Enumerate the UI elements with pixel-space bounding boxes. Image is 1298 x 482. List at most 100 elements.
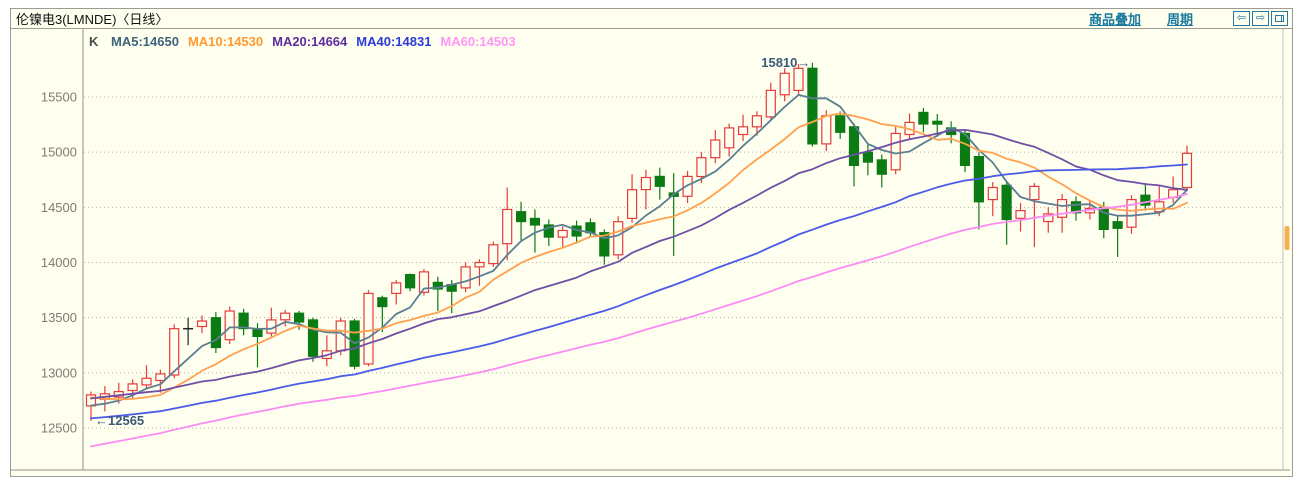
scroll-right-button[interactable]: ⇨ xyxy=(1252,11,1269,26)
candle-body xyxy=(1043,213,1054,223)
candle xyxy=(1043,207,1054,233)
candle xyxy=(1154,185,1165,217)
candle-body xyxy=(765,89,776,118)
instrument-title: 伦镍电3(LMNDE)〈日线〉 xyxy=(16,12,169,27)
candle-body xyxy=(418,271,430,293)
candle xyxy=(1070,196,1082,221)
scrollbar-thumb[interactable] xyxy=(1284,226,1290,250)
candle xyxy=(862,143,874,176)
candle xyxy=(516,201,527,241)
candle xyxy=(779,68,790,102)
y-axis-label: 13500 xyxy=(41,310,77,325)
candle-body xyxy=(127,383,138,392)
candle-body xyxy=(710,139,721,159)
candle-body xyxy=(876,159,887,175)
candle-body xyxy=(280,312,291,321)
candle-body xyxy=(724,127,735,149)
candle xyxy=(474,259,485,286)
candle xyxy=(654,167,665,200)
nav-buttons: ⇦ ⇨ xyxy=(1231,11,1288,26)
candle-body xyxy=(1112,221,1123,229)
candle xyxy=(835,111,846,139)
candle-body xyxy=(294,312,305,323)
ma60-line xyxy=(90,193,1188,448)
candle xyxy=(418,269,430,296)
candle xyxy=(876,154,887,188)
chart-area: 15500 15000 14500 14000 13500 13000 12500 15810… xyxy=(11,29,1292,476)
arrow-left-icon: ⇦ xyxy=(1236,12,1247,24)
candle-body xyxy=(654,175,665,187)
period-link[interactable]: 周期 xyxy=(1166,12,1193,27)
candle xyxy=(1126,195,1137,234)
candle xyxy=(460,262,471,293)
y-axis-label: 14000 xyxy=(41,255,77,270)
split-view-icon xyxy=(1275,15,1284,22)
candle xyxy=(987,182,998,217)
candle xyxy=(918,108,929,133)
candle-body xyxy=(460,266,471,289)
candlestick-chart[interactable]: 15500 15000 14500 14000 13500 13000 12500 15810… xyxy=(11,29,1292,476)
candle xyxy=(793,63,804,95)
candle xyxy=(1112,216,1123,257)
candle xyxy=(391,280,402,305)
split-view-button[interactable] xyxy=(1271,11,1288,26)
candle xyxy=(807,62,818,147)
ma40-line xyxy=(90,163,1188,420)
candle xyxy=(363,290,374,367)
candle xyxy=(1181,145,1193,191)
candle-body xyxy=(987,186,998,201)
commodity-overlay-link[interactable]: 商品叠加 xyxy=(1088,12,1141,27)
candle-body xyxy=(1070,201,1082,214)
candle xyxy=(377,295,388,332)
candle-body xyxy=(252,328,263,338)
candle xyxy=(751,111,763,136)
candle-body xyxy=(210,317,221,349)
candle-body xyxy=(1001,184,1012,221)
candle xyxy=(724,123,735,157)
candle-body xyxy=(307,319,319,357)
y-axis-label: 12500 xyxy=(41,420,77,435)
candle-body xyxy=(793,67,804,91)
candle-body xyxy=(1056,199,1068,218)
candle-body xyxy=(405,274,416,289)
candle xyxy=(432,276,443,311)
candle-body xyxy=(363,292,374,365)
candle-body xyxy=(737,126,749,136)
candle xyxy=(321,335,332,367)
y-axis-label: 13000 xyxy=(41,365,77,380)
candle xyxy=(183,317,194,346)
ma5-line xyxy=(90,94,1188,407)
y-axis-label: 14500 xyxy=(41,200,77,215)
candle-body xyxy=(862,151,874,163)
candle-body xyxy=(432,281,443,290)
candle-body xyxy=(751,115,763,128)
candle-body xyxy=(377,297,388,308)
candle xyxy=(1001,180,1012,245)
candle xyxy=(737,114,749,142)
candle-body xyxy=(1140,194,1151,206)
candle xyxy=(543,219,554,246)
candle xyxy=(307,317,319,362)
candle xyxy=(626,174,638,223)
candle xyxy=(141,365,152,390)
candle-body xyxy=(474,261,485,268)
candle-body xyxy=(502,208,513,245)
candle-body xyxy=(835,115,846,133)
scroll-left-button[interactable]: ⇦ xyxy=(1233,11,1250,26)
candle xyxy=(640,169,652,210)
candle xyxy=(973,152,985,230)
candle-body xyxy=(1181,152,1193,189)
candle xyxy=(280,309,291,327)
candle-body xyxy=(543,224,554,238)
candle-body xyxy=(196,320,208,328)
candle-body xyxy=(224,310,235,341)
candle-body xyxy=(391,282,402,294)
candle-body xyxy=(516,211,527,223)
candle-body xyxy=(848,126,860,167)
candle-body xyxy=(169,328,180,376)
candle-body xyxy=(918,111,929,125)
candle xyxy=(710,130,721,164)
candle xyxy=(890,126,901,175)
ma10-line xyxy=(90,112,1188,401)
